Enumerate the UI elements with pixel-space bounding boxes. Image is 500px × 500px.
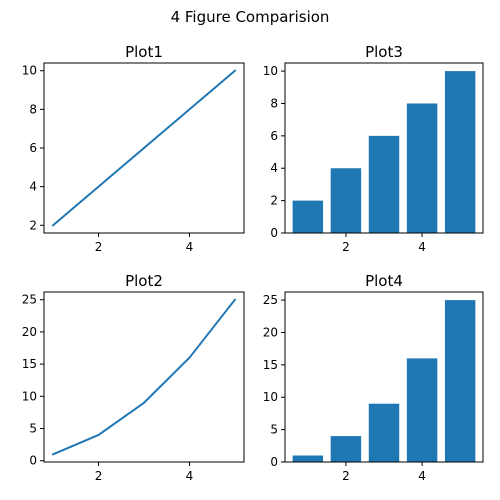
plot2-axes: Plot2 2 4 0 5 10 15 20 25 <box>22 272 245 483</box>
plot4-ytick-label: 10 <box>263 390 278 404</box>
plot2-ytick-label: 5 <box>29 422 37 436</box>
plot3-ytick-label: 8 <box>270 96 278 110</box>
axes-layer: Plot1 2 4 2 4 6 8 10 Plot3 2 4 0 2 4 6 8 10 Plot2 2 4 0 5 10 15… <box>22 43 484 483</box>
plot3-ytick-label: 2 <box>270 194 278 208</box>
plot1-series-line <box>51 69 237 227</box>
plot4-bar <box>292 455 324 462</box>
plot3-bar <box>368 135 400 233</box>
plot1-xtick-label: 2 <box>95 240 103 254</box>
plot4-frame <box>284 291 484 463</box>
plot4-bar <box>406 358 438 462</box>
plot4-ytick-label: 20 <box>263 325 278 339</box>
plot3-title: Plot3 <box>365 43 403 61</box>
plot4-bar <box>444 300 476 462</box>
plot4-xtick-label: 4 <box>418 469 426 483</box>
plot2-title: Plot2 <box>125 272 163 290</box>
plot3-xtick-label: 4 <box>418 240 426 254</box>
plot3-ytick-label: 4 <box>270 161 278 175</box>
plot1-ytick-label: 4 <box>29 180 37 194</box>
plot3-bar <box>406 103 438 233</box>
plot1-ytick-label: 2 <box>29 218 37 232</box>
plot4-bar <box>330 436 362 462</box>
plot4-title: Plot4 <box>365 272 403 290</box>
plot1-title: Plot1 <box>125 43 163 61</box>
plot4-bar <box>368 403 400 462</box>
plot1-axes: Plot1 2 4 2 4 6 8 10 <box>22 43 245 254</box>
plot3-bar <box>444 71 476 233</box>
plot3-bar <box>292 200 324 233</box>
plot4-xtick-label: 2 <box>342 469 350 483</box>
plot4-ytick-label: 25 <box>263 293 278 307</box>
plot3-axes: Plot3 2 4 0 2 4 6 8 10 <box>263 43 484 254</box>
plot2-series-line <box>51 298 237 456</box>
plot2-ytick-label: 20 <box>22 325 37 339</box>
plot1-ytick-label: 8 <box>29 102 37 116</box>
plot2-frame <box>43 291 245 463</box>
plot1-ytick-label: 10 <box>22 64 37 78</box>
plot1-ytick-label: 6 <box>29 141 37 155</box>
plot2-xtick-label: 2 <box>95 469 103 483</box>
plot3-bar <box>330 168 362 233</box>
plot3-ytick-label: 6 <box>270 129 278 143</box>
plot3-ytick-label: 0 <box>270 226 278 240</box>
plot4-ytick-label: 5 <box>270 423 278 437</box>
plot2-ytick-label: 25 <box>22 293 37 307</box>
plot4-ytick-label: 0 <box>270 455 278 469</box>
plot4-ytick-label: 15 <box>263 358 278 372</box>
plot2-ytick-label: 15 <box>22 357 37 371</box>
plot3-ytick-label: 10 <box>263 64 278 78</box>
plot2-ytick-label: 10 <box>22 389 37 403</box>
plot3-xtick-label: 2 <box>342 240 350 254</box>
plot2-xtick-label: 4 <box>186 469 194 483</box>
plot1-xtick-label: 4 <box>186 240 194 254</box>
plot3-frame <box>284 62 484 234</box>
plot4-axes: Plot4 2 4 0 5 10 15 20 25 <box>263 272 484 483</box>
figure-suptitle: 4 Figure Comparision <box>171 8 330 26</box>
plot2-ytick-label: 0 <box>29 454 37 468</box>
